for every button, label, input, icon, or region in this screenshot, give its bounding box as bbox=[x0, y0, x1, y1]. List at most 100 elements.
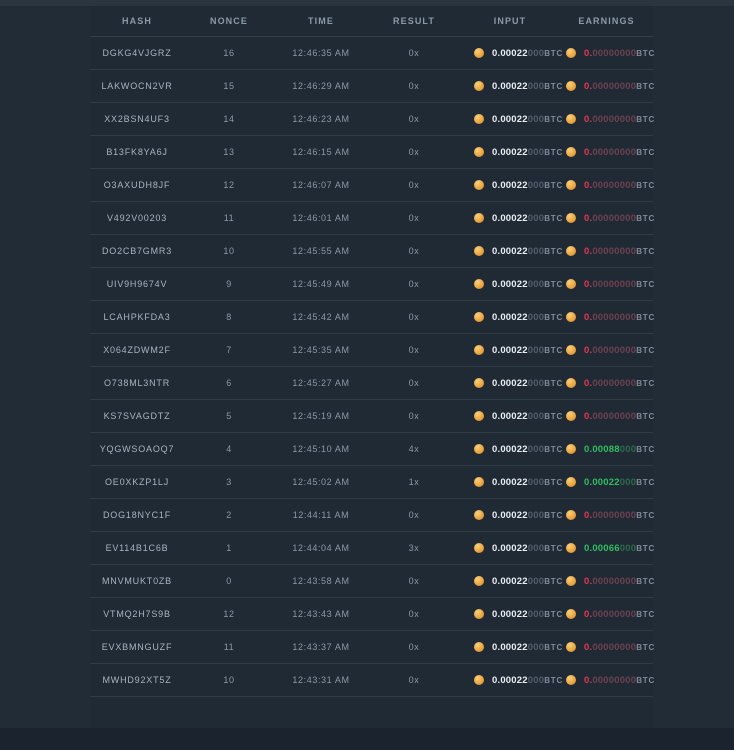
result-value: 0x bbox=[408, 279, 420, 289]
time-value: 12:45:49 AM bbox=[292, 279, 350, 289]
result-value: 0x bbox=[408, 147, 420, 157]
table-row: KS7SVAGDTZ 5 12:45:19 AM 0x 0.00022000 B… bbox=[90, 400, 656, 433]
earnings-cell: 0.00066000 BTC bbox=[560, 543, 654, 554]
btc-unit-label: BTC bbox=[544, 180, 564, 190]
earnings-cell: 0.00000000 BTC bbox=[560, 246, 654, 257]
hash-value: DGKG4VJGRZ bbox=[102, 48, 172, 58]
time-value: 12:45:02 AM bbox=[292, 477, 350, 487]
bitcoin-icon bbox=[474, 312, 484, 322]
column-header-result: RESULT bbox=[393, 16, 435, 26]
btc-unit-label: BTC bbox=[636, 411, 656, 421]
input-cell: 0.00022000 BTC bbox=[460, 642, 562, 653]
result-value: 3x bbox=[408, 543, 420, 553]
input-amount: 0.00022000 bbox=[492, 542, 545, 554]
bitcoin-icon bbox=[474, 444, 484, 454]
nonce-value: 11 bbox=[223, 213, 235, 223]
bitcoin-icon bbox=[566, 510, 576, 520]
btc-unit-label: BTC bbox=[544, 114, 564, 124]
input-amount: 0.00022000 bbox=[492, 344, 545, 356]
table-row: XX2BSN4UF3 14 12:46:23 AM 0x 0.00022000 … bbox=[90, 103, 654, 136]
result-value: 0x bbox=[408, 675, 420, 685]
earnings-cell: 0.00000000 BTC bbox=[560, 48, 654, 59]
input-amount: 0.00022000 bbox=[492, 443, 545, 455]
table-row: B13FK8YA6J 13 12:46:15 AM 0x 0.00022000 … bbox=[90, 136, 654, 169]
nonce-value: 4 bbox=[226, 444, 232, 454]
table-body: DGKG4VJGRZ 16 12:46:35 AM 0x 0.00022000 … bbox=[90, 37, 656, 697]
bitcoin-icon bbox=[474, 147, 484, 157]
result-value: 0x bbox=[408, 81, 420, 91]
table-row: O738ML3NTR 6 12:45:27 AM 0x 0.00022000 B… bbox=[90, 367, 654, 400]
earnings-amount: 0.00000000 bbox=[584, 608, 637, 620]
hash-value: XX2BSN4UF3 bbox=[104, 114, 170, 124]
hash-value: MNVMUKT0ZB bbox=[101, 576, 172, 586]
bitcoin-icon bbox=[474, 81, 484, 91]
nonce-value: 11 bbox=[223, 642, 235, 652]
btc-unit-label: BTC bbox=[636, 510, 656, 520]
bitcoin-icon bbox=[566, 411, 576, 421]
earnings-amount: 0.00000000 bbox=[584, 278, 637, 290]
bitcoin-icon bbox=[474, 114, 484, 124]
hash-value: LAKWOCN2VR bbox=[101, 81, 173, 91]
input-amount: 0.00022000 bbox=[492, 509, 545, 521]
earnings-amount: 0.00000000 bbox=[584, 410, 637, 422]
btc-unit-label: BTC bbox=[544, 378, 564, 388]
bitcoin-icon bbox=[474, 510, 484, 520]
bitcoin-icon bbox=[474, 180, 484, 190]
earnings-amount: 0.00000000 bbox=[584, 641, 637, 653]
result-value: 4x bbox=[408, 444, 420, 454]
time-value: 12:44:11 AM bbox=[292, 510, 350, 520]
input-amount: 0.00022000 bbox=[492, 575, 545, 587]
bitcoin-icon bbox=[474, 609, 484, 619]
hash-value: O738ML3NTR bbox=[103, 378, 171, 388]
input-cell: 0.00022000 BTC bbox=[460, 311, 562, 323]
nonce-value: 10 bbox=[223, 675, 235, 685]
result-value: 0x bbox=[408, 180, 420, 190]
bitcoin-icon bbox=[474, 675, 484, 685]
input-cell: 0.00022000 BTC bbox=[460, 411, 562, 422]
btc-unit-label: BTC bbox=[636, 444, 656, 454]
result-value: 0x bbox=[408, 246, 420, 256]
hash-value: MWHD92XT5Z bbox=[102, 675, 172, 685]
bitcoin-icon bbox=[474, 477, 484, 487]
bitcoin-icon bbox=[566, 675, 576, 685]
earnings-cell: 0.00000000 BTC bbox=[560, 180, 654, 191]
bitcoin-icon bbox=[566, 576, 576, 586]
input-amount: 0.00022000 bbox=[492, 311, 545, 323]
table-row: YQGWSOAOQ7 4 12:45:10 AM 4x 0.00022000 B… bbox=[90, 433, 656, 466]
btc-unit-label: BTC bbox=[636, 312, 656, 322]
btc-unit-label: BTC bbox=[636, 81, 656, 91]
input-cell: 0.00022000 BTC bbox=[460, 477, 562, 488]
btc-unit-label: BTC bbox=[636, 609, 656, 619]
btc-unit-label: BTC bbox=[544, 345, 564, 355]
bitcoin-icon bbox=[566, 543, 576, 553]
bitcoin-icon bbox=[474, 576, 484, 586]
time-value: 12:46:15 AM bbox=[292, 147, 350, 157]
input-cell: 0.00022000 BTC bbox=[460, 542, 562, 554]
nonce-value: 13 bbox=[223, 147, 235, 157]
btc-unit-label: BTC bbox=[544, 444, 564, 454]
top-strip bbox=[0, 0, 734, 6]
nonce-value: 15 bbox=[223, 81, 235, 91]
btc-unit-label: BTC bbox=[636, 213, 656, 223]
input-cell: 0.00022000 BTC bbox=[460, 213, 562, 224]
bitcoin-icon bbox=[474, 642, 484, 652]
table-row: OE0XKZP1LJ 3 12:45:02 AM 1x 0.00022000 B… bbox=[90, 466, 654, 499]
bitcoin-icon bbox=[566, 246, 576, 256]
input-cell: 0.00022000 BTC bbox=[460, 48, 562, 59]
earnings-cell: 0.00000000 BTC bbox=[560, 608, 656, 620]
earnings-cell: 0.00000000 BTC bbox=[560, 641, 654, 653]
bitcoin-icon bbox=[566, 642, 576, 652]
table-header-row: HASH NONCE TIME RESULT INPUT EARNINGS bbox=[90, 6, 653, 37]
time-value: 12:45:19 AM bbox=[292, 411, 350, 421]
result-value: 0x bbox=[408, 378, 420, 388]
earnings-amount: 0.00000000 bbox=[584, 212, 637, 224]
time-value: 12:43:37 AM bbox=[292, 642, 350, 652]
input-cell: 0.00022000 BTC bbox=[460, 279, 562, 290]
bitcoin-icon bbox=[566, 81, 576, 91]
nonce-value: 10 bbox=[223, 246, 235, 256]
btc-unit-label: BTC bbox=[544, 510, 564, 520]
earnings-cell: 0.00000000 BTC bbox=[560, 510, 656, 521]
input-cell: 0.00022000 BTC bbox=[460, 675, 562, 686]
earnings-cell: 0.00000000 BTC bbox=[560, 278, 654, 290]
bitcoin-icon bbox=[474, 543, 484, 553]
